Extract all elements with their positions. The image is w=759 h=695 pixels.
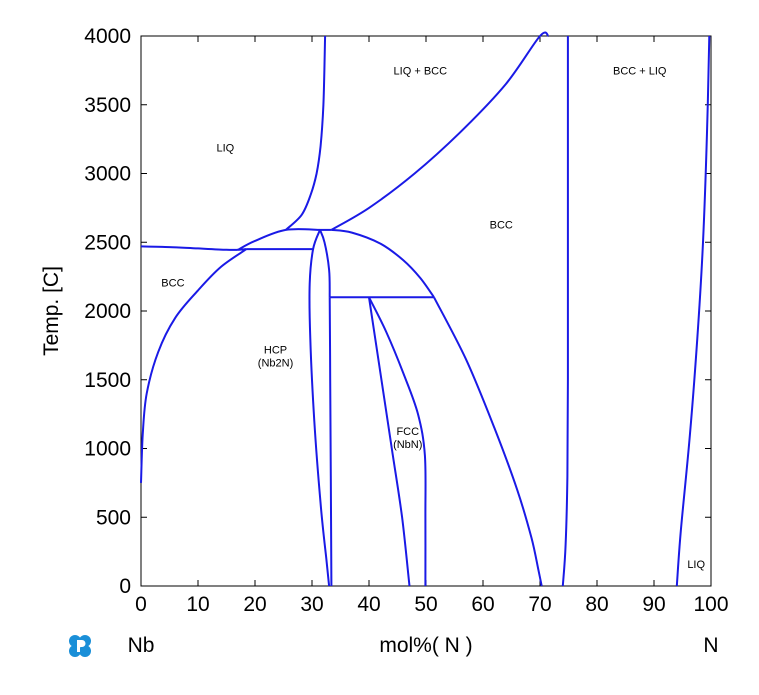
x-tick-label: 100 <box>693 593 728 616</box>
y-axis-title: Temp. [C] <box>40 266 63 356</box>
y-tick-label: 3500 <box>84 94 131 117</box>
software-logo-icon <box>69 635 91 657</box>
y-tick-label: 500 <box>96 506 131 529</box>
y-tick-label: 2500 <box>84 231 131 254</box>
x-tick-label: 60 <box>471 593 494 616</box>
right-component-label: N <box>703 634 718 657</box>
y-tick-label: 3000 <box>84 163 131 186</box>
phase-boundary-line <box>561 36 569 587</box>
phase-region-labels: LIQ LIQ + BCC BCC + LIQ BCC BCC HCP (Nb2N) FCC(… <box>161 66 705 572</box>
x-tick-label: 10 <box>186 593 209 616</box>
phase-boundary-line <box>330 31 550 231</box>
y-axis-ticks: 0 500 1000 1500 2000 2500 3000 3500 4000 <box>84 25 711 598</box>
x-tick-label: 40 <box>357 593 380 616</box>
phase-boundary-line <box>675 35 711 587</box>
phase-region-label: HCP (Nb2N) <box>258 345 293 370</box>
phase-boundary-line <box>368 297 411 587</box>
phase-region-label: LIQ <box>216 143 234 155</box>
phase-boundary-line <box>328 297 333 587</box>
x-tick-label: 20 <box>243 593 266 616</box>
phase-region-label: BCC <box>161 277 184 289</box>
phase-boundary-line <box>433 296 543 587</box>
y-tick-label: 0 <box>119 575 131 598</box>
phase-boundary-line <box>237 228 321 251</box>
phase-region-label: LIQ + BCC <box>394 66 448 78</box>
x-tick-label: 0 <box>135 593 147 616</box>
y-tick-label: 1500 <box>84 369 131 392</box>
phase-boundary-line <box>285 35 327 231</box>
x-tick-label: 30 <box>300 593 323 616</box>
phase-boundary-line <box>140 245 247 251</box>
x-axis-ticks: 0 10 20 30 40 50 60 70 80 90 100 <box>135 36 729 616</box>
x-axis-title: mol%( N ) <box>379 634 472 657</box>
y-tick-label: 1000 <box>84 438 131 461</box>
phase-boundary-line <box>308 229 331 587</box>
phase-boundary-line <box>331 228 435 298</box>
y-tick-label: 4000 <box>84 25 131 48</box>
phase-region-label: FCC (NbN) <box>393 426 422 451</box>
x-tick-label: 80 <box>585 593 608 616</box>
phase-boundaries <box>140 31 711 587</box>
phase-boundary-line <box>140 248 247 483</box>
phase-region-label: BCC <box>490 220 513 232</box>
phase-boundary-line <box>319 229 331 298</box>
y-tick-label: 2000 <box>84 300 131 323</box>
x-tick-label: 50 <box>414 593 437 616</box>
x-tick-label: 70 <box>528 593 551 616</box>
x-tick-label: 90 <box>642 593 665 616</box>
phase-region-label: BCC + LIQ <box>613 66 667 78</box>
phase-region-label: LIQ <box>687 559 705 571</box>
phase-boundary-line <box>368 296 427 587</box>
left-component-label: Nb <box>128 634 155 657</box>
